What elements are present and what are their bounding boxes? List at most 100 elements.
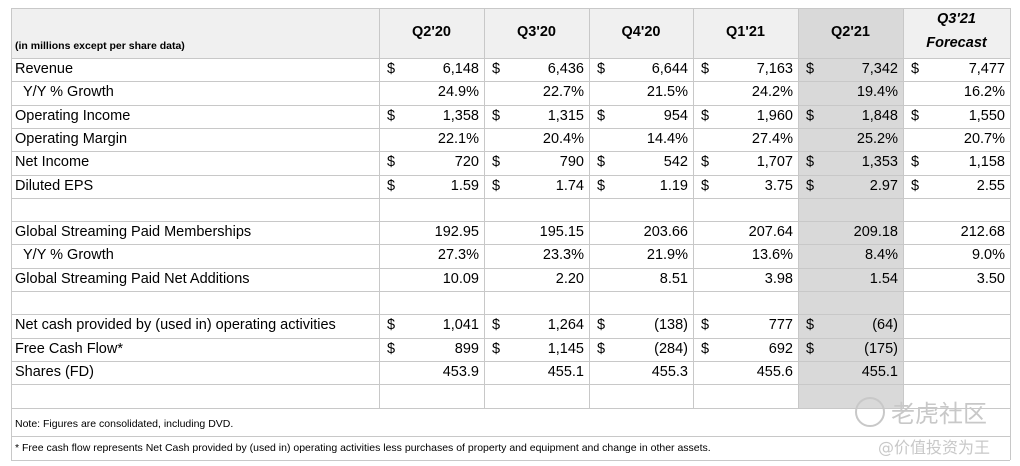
- table-cell-value: 207.64: [748, 224, 793, 241]
- currency-symbol: $: [492, 154, 501, 171]
- currency-symbol: $: [387, 317, 396, 334]
- table-cell-value: 14.4%: [646, 130, 688, 147]
- table-cell-value: 954: [663, 107, 688, 124]
- currency-symbol: $: [597, 154, 606, 171]
- table-cell-value: 1.59: [450, 177, 479, 194]
- highlighted-column-q2-21: [798, 8, 903, 408]
- watermark-brand-text: 老虎社区: [891, 400, 987, 428]
- table-cell-value: 720: [454, 154, 479, 171]
- currency-symbol: $: [492, 177, 501, 194]
- currency-symbol: $: [597, 177, 606, 194]
- row-label: Diluted EPS: [15, 177, 94, 194]
- table-cell-value: 19.4%: [856, 84, 898, 101]
- currency-symbol: $: [597, 340, 606, 357]
- table-cell-value: 22.7%: [542, 84, 584, 101]
- table-cell-value: 203.66: [643, 224, 688, 241]
- currency-symbol: $: [492, 107, 501, 124]
- table-cell-value: 8.51: [659, 270, 688, 287]
- row-label: Global Streaming Paid Memberships: [15, 224, 252, 241]
- row-divider: [11, 361, 1010, 362]
- currency-symbol: $: [701, 340, 710, 357]
- row-divider: [11, 384, 1010, 385]
- row-divider: [11, 175, 1010, 176]
- currency-symbol: $: [701, 177, 710, 194]
- currency-symbol: $: [806, 154, 815, 171]
- notes-divider: [11, 436, 1010, 437]
- currency-symbol: $: [806, 317, 815, 334]
- table-cell-value: 2.55: [976, 177, 1005, 194]
- table-cell-value: 1,158: [968, 154, 1005, 171]
- column-divider: [693, 8, 694, 408]
- row-divider: [11, 81, 1010, 82]
- table-cell-value: 20.7%: [963, 130, 1005, 147]
- currency-symbol: $: [597, 61, 606, 77]
- row-label: Net cash provided by (used in) operating…: [15, 317, 336, 334]
- column-divider: [11, 8, 12, 408]
- row-divider: [11, 291, 1010, 292]
- currency-symbol: $: [701, 107, 710, 124]
- column-divider: [1010, 8, 1011, 408]
- row-divider: [11, 105, 1010, 106]
- watermark-handle: @价值投资为王: [878, 438, 991, 457]
- forecast-quarter-header: Q3'21: [937, 11, 976, 27]
- table-cell-value: (138): [654, 317, 688, 334]
- table-cell-value: 2.97: [869, 177, 898, 194]
- currency-symbol: $: [911, 177, 920, 194]
- row-divider: [11, 244, 1010, 245]
- table-cell-value: 3.98: [764, 270, 793, 287]
- table-cell-value: 1,358: [442, 107, 479, 124]
- table-cell-value: 20.4%: [542, 130, 584, 147]
- row-label: Operating Income: [15, 107, 131, 124]
- table-cell-value: 8.4%: [864, 247, 898, 264]
- note-free-cash-flow: * Free cash flow represents Net Cash pro…: [15, 442, 711, 454]
- table-cell-value: 1.19: [659, 177, 688, 194]
- row-divider: [11, 221, 1010, 222]
- table-cell-value: 209.18: [853, 224, 898, 241]
- notes-left-border: [11, 407, 12, 460]
- watermark-brand: 老虎社区: [855, 394, 987, 429]
- table-cell-value: 1.54: [869, 270, 898, 287]
- table-cell-value: 455.1: [861, 363, 898, 380]
- table-cell-value: 1,315: [547, 107, 584, 124]
- watermark-logo-icon: [855, 396, 885, 427]
- table-cell-value: 453.9: [442, 363, 479, 380]
- row-label: Operating Margin: [15, 130, 128, 147]
- table-cell-value: 24.2%: [751, 84, 793, 101]
- table-cell-value: 212.68: [960, 224, 1005, 241]
- table-cell-value: 6,644: [651, 61, 688, 77]
- table-cell-value: 7,477: [968, 61, 1005, 77]
- table-cell-value: 1,707: [756, 154, 793, 171]
- currency-symbol: $: [387, 177, 396, 194]
- unit-note: (in millions except per share data): [15, 40, 185, 52]
- table-cell-value: 21.9%: [646, 247, 688, 264]
- table-cell-value: 455.6: [756, 363, 793, 380]
- table-cell-value: 1,550: [968, 107, 1005, 124]
- table-cell-value: 16.2%: [963, 84, 1005, 101]
- table-cell-value: 7,163: [756, 61, 793, 77]
- table-cell-value: 455.3: [651, 363, 688, 380]
- row-label: Revenue: [15, 61, 74, 77]
- row-divider: [11, 58, 1010, 59]
- currency-symbol: $: [387, 340, 396, 357]
- currency-symbol: $: [387, 107, 396, 124]
- table-cell-value: 1,848: [861, 107, 898, 124]
- currency-symbol: $: [387, 61, 396, 77]
- table-cell-value: 192.95: [434, 224, 479, 241]
- table-cell-value: 3.50: [976, 270, 1005, 287]
- table-cell-value: 1.74: [555, 177, 584, 194]
- column-header: Q2'21: [831, 24, 870, 40]
- table-cell-value: (175): [864, 340, 898, 357]
- currency-symbol: $: [806, 177, 815, 194]
- column-header: Q1'21: [726, 24, 765, 40]
- table-cell-value: 1,145: [547, 340, 584, 357]
- row-divider: [11, 128, 1010, 129]
- table-cell-value: (284): [654, 340, 688, 357]
- row-divider: [11, 314, 1010, 315]
- table-cell-value: 790: [559, 154, 584, 171]
- row-label: Free Cash Flow*: [15, 340, 123, 357]
- row-divider: [11, 151, 1010, 152]
- table-cell-value: 7,342: [861, 61, 898, 77]
- currency-symbol: $: [701, 61, 710, 77]
- table-cell-value: 27.4%: [751, 130, 793, 147]
